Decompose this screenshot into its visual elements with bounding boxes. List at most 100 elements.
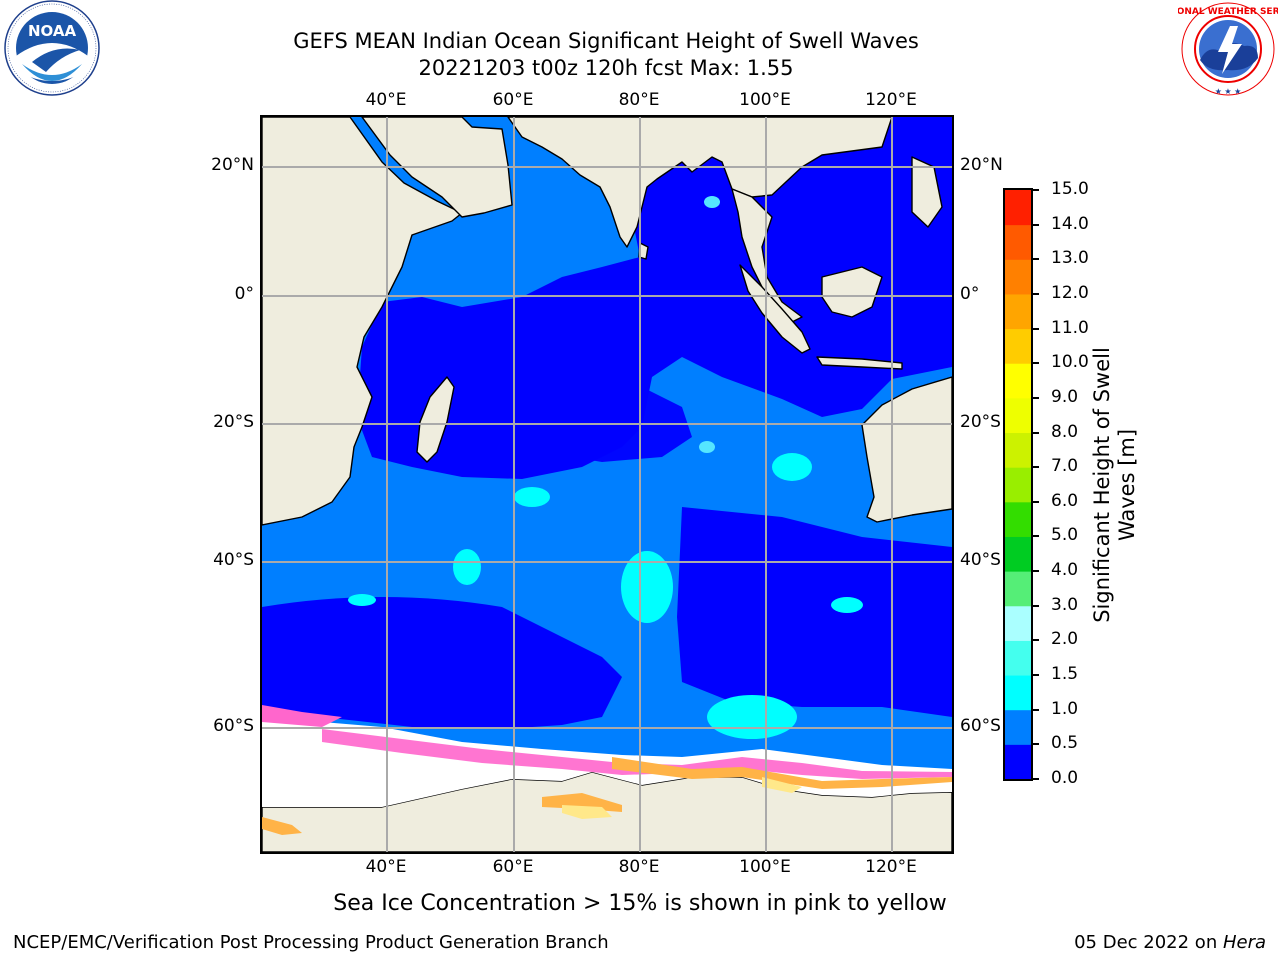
lon-tick-top-120e: 120°E bbox=[865, 90, 917, 110]
java-island bbox=[816, 356, 903, 370]
colorbar-tick-label: 13.0 bbox=[1051, 248, 1089, 269]
swell-moderate-patches-light bbox=[699, 196, 720, 453]
colorbar-bin bbox=[1005, 328, 1031, 364]
colorbar-tick-label: 7.0 bbox=[1051, 456, 1079, 477]
colorbar-bins bbox=[1005, 190, 1031, 780]
colorbar-bin bbox=[1005, 675, 1031, 711]
colorbar-bin bbox=[1005, 432, 1031, 468]
colorbar-tick-label: 8.0 bbox=[1051, 421, 1079, 442]
colorbar bbox=[1003, 188, 1033, 781]
colorbar-bin bbox=[1005, 397, 1031, 434]
lat-tick-left-20s: 20°S bbox=[213, 412, 254, 432]
colorbar-bin bbox=[1005, 190, 1031, 226]
colorbar-bin bbox=[1005, 293, 1031, 330]
footer-host: Hera bbox=[1222, 932, 1266, 953]
lat-tick-left-40s: 40°S bbox=[213, 550, 254, 570]
lat-tick-right-20s: 20°S bbox=[960, 412, 1001, 432]
colorbar-label-line2: Waves [m] bbox=[1115, 428, 1139, 542]
nws-logo: NATIONAL WEATHER SERVICE ★ ★ ★ bbox=[1153, 0, 1280, 100]
map-graticule bbox=[262, 117, 952, 852]
colorbar-tick-mark bbox=[1033, 431, 1039, 434]
lon-tick-top-80e: 80°E bbox=[618, 90, 660, 110]
lon-tick-bottom-40e: 40°E bbox=[365, 857, 407, 877]
colorbar-bin bbox=[1005, 224, 1031, 260]
svg-text:NOAA: NOAA bbox=[28, 22, 77, 40]
colorbar-tick-label: 6.0 bbox=[1051, 490, 1079, 511]
colorbar-tick-label: 11.0 bbox=[1051, 317, 1089, 338]
colorbar-tick-label: 10.0 bbox=[1051, 352, 1089, 373]
colorbar-tick-mark bbox=[1033, 258, 1039, 261]
colorbar-tick-mark bbox=[1033, 604, 1039, 607]
colorbar-bin bbox=[1005, 536, 1031, 572]
swell-low-regions bbox=[262, 117, 952, 729]
colorbar-tick-mark bbox=[1033, 570, 1039, 573]
lon-tick-top-40e: 40°E bbox=[365, 90, 407, 110]
colorbar-tick-label: 9.0 bbox=[1051, 386, 1079, 407]
lat-tick-left-60s: 60°S bbox=[213, 716, 254, 736]
colorbar-bin bbox=[1005, 259, 1031, 295]
colorbar-tick-label: 1.0 bbox=[1051, 698, 1079, 719]
colorbar-tick-label: 5.0 bbox=[1051, 525, 1079, 546]
colorbar-tick-mark bbox=[1033, 396, 1039, 399]
lon-tick-bottom-120e: 120°E bbox=[865, 857, 917, 877]
colorbar-tick-label: 2.0 bbox=[1051, 629, 1079, 650]
colorbar-bin bbox=[1005, 571, 1031, 607]
colorbar-tick-mark bbox=[1033, 535, 1039, 538]
footer-date: 05 Dec 2022 on Hera bbox=[1074, 932, 1266, 953]
colorbar-tick-mark bbox=[1033, 223, 1039, 226]
lon-tick-bottom-60e: 60°E bbox=[492, 857, 534, 877]
sumatra-island bbox=[739, 264, 811, 354]
colorbar-tick-label: 15.0 bbox=[1051, 179, 1089, 199]
colorbar-label-line1: Significant Height of Swell bbox=[1090, 347, 1114, 623]
swell-height-map bbox=[262, 117, 952, 852]
colorbar-bin bbox=[1005, 640, 1031, 676]
colorbar-tick-mark bbox=[1033, 292, 1039, 295]
colorbar-tick-mark bbox=[1033, 327, 1039, 330]
chart-title: GEFS MEAN Indian Ocean Significant Heigh… bbox=[293, 29, 919, 53]
colorbar-tick-mark bbox=[1033, 778, 1039, 780]
lat-tick-right-0: 0° bbox=[960, 284, 980, 304]
lat-tick-right-20n: 20°N bbox=[960, 155, 1003, 175]
indochina-landmass bbox=[731, 188, 803, 328]
colorbar-tick-mark bbox=[1033, 362, 1039, 365]
colorbar-tick-mark bbox=[1033, 639, 1039, 642]
lat-tick-right-60s: 60°S bbox=[960, 716, 1001, 736]
lat-tick-left-20n: 20°N bbox=[211, 155, 254, 175]
colorbar-tick-label: 4.0 bbox=[1051, 560, 1079, 581]
lat-tick-left-0: 0° bbox=[234, 284, 254, 304]
colorbar-tick-label: 3.0 bbox=[1051, 594, 1079, 615]
borneo-island bbox=[821, 266, 883, 318]
footer-branch: NCEP/EMC/Verification Post Processing Pr… bbox=[13, 932, 609, 953]
noaa-logo: NOAA bbox=[2, 0, 102, 100]
colorbar-tick-label: 1.5 bbox=[1051, 664, 1079, 685]
colorbar-tick-label: 14.0 bbox=[1051, 213, 1089, 234]
colorbar-ticks: 15.0 14.0 13.0 12.0 11.0 10.0 9.0 8.0 7.0 6.0 5.0 4… bbox=[1033, 179, 1093, 788]
sea-ice-band bbox=[262, 705, 952, 835]
sea-ice-caption: Sea Ice Concentration > 15% is shown in … bbox=[333, 891, 947, 916]
lat-tick-right-40s: 40°S bbox=[960, 550, 1001, 570]
footer-date-text: 05 Dec 2022 on bbox=[1074, 932, 1223, 953]
lon-tick-bottom-100e: 100°E bbox=[739, 857, 791, 877]
madagascar-island bbox=[416, 376, 455, 463]
svg-text:★ ★ ★: ★ ★ ★ bbox=[1215, 87, 1242, 96]
lon-tick-top-60e: 60°E bbox=[492, 90, 534, 110]
svg-text:NATIONAL WEATHER SERVICE: NATIONAL WEATHER SERVICE bbox=[1178, 7, 1278, 17]
colorbar-tick-mark bbox=[1033, 743, 1039, 746]
map-panel bbox=[260, 115, 954, 854]
lon-tick-top-100e: 100°E bbox=[739, 90, 791, 110]
colorbar-label: Significant Height of Swell Waves [m] bbox=[1090, 347, 1140, 623]
colorbar-tick-mark bbox=[1033, 708, 1039, 711]
colorbar-tick-mark bbox=[1033, 500, 1039, 503]
colorbar-tick-label: 0.0 bbox=[1051, 768, 1079, 788]
colorbar-tick-mark bbox=[1033, 466, 1039, 469]
chart-subtitle: 20221203 t00z 120h fcst Max: 1.55 bbox=[418, 56, 794, 80]
colorbar-bin bbox=[1005, 744, 1031, 780]
colorbar-tick-mark bbox=[1033, 674, 1039, 677]
colorbar-tick-label: 12.0 bbox=[1051, 282, 1089, 303]
colorbar-bin bbox=[1005, 363, 1031, 399]
colorbar-tick-label: 0.5 bbox=[1051, 733, 1079, 754]
colorbar-bin bbox=[1005, 467, 1031, 503]
colorbar-bin bbox=[1005, 605, 1031, 641]
colorbar-bin bbox=[1005, 501, 1031, 537]
lon-tick-bottom-80e: 80°E bbox=[618, 857, 660, 877]
